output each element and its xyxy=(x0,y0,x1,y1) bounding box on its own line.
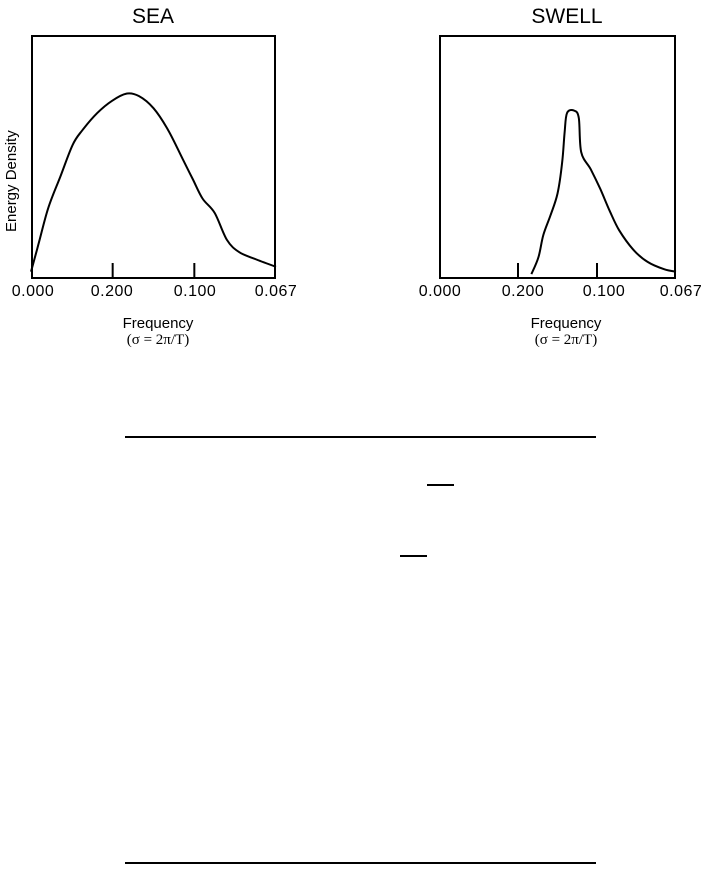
sea-curve-svg xyxy=(30,92,277,279)
swell-x-axis-label: Frequency xyxy=(530,315,602,332)
swell-x-tick-label-1: 0.200 xyxy=(501,283,545,300)
swell-x-axis-sublabel: (σ = 2π/T) xyxy=(534,332,598,348)
sea-x-tick-label-2: 0.100 xyxy=(173,283,217,300)
sea-x-tick-label-3: 0.067 xyxy=(254,283,298,300)
swell-x-tick-label-3: 0.067 xyxy=(659,283,703,300)
fraction-bar-2 xyxy=(400,555,427,557)
sea-chart-title: SEA xyxy=(131,5,175,28)
top-divider-line xyxy=(125,436,596,438)
sea-x-tick-label-0: 0.000 xyxy=(11,283,55,300)
swell-curve-svg xyxy=(517,109,677,279)
sea-energy-curve xyxy=(30,92,277,272)
swell-x-tick-label-0: 0.000 xyxy=(418,283,462,300)
sea-x-axis-sublabel: (σ = 2π/T) xyxy=(126,332,190,348)
sea-y-axis-label: Energy Density xyxy=(3,130,20,232)
swell-x-tick-label-2: 0.100 xyxy=(582,283,626,300)
fraction-bar-1 xyxy=(427,484,454,486)
sea-x-axis-label: Frequency xyxy=(122,315,194,332)
sea-plot-area xyxy=(31,35,276,279)
sea-x-tick-label-1: 0.200 xyxy=(90,283,134,300)
bottom-divider-line xyxy=(125,862,596,864)
swell-chart-title: SWELL xyxy=(531,5,603,28)
swell-plot-area xyxy=(439,35,676,279)
swell-energy-curve xyxy=(530,109,677,275)
